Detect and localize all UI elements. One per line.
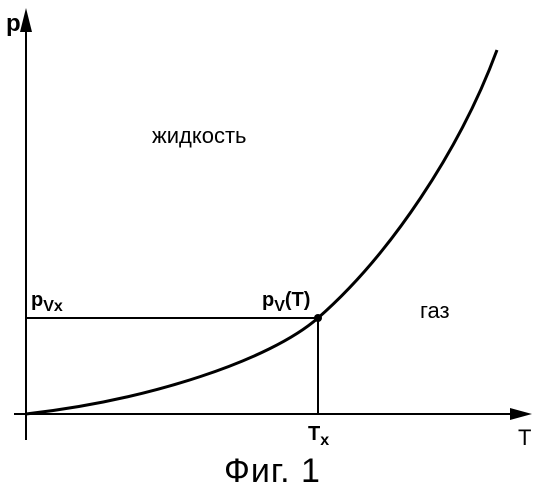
vapor-pressure-curve bbox=[26, 50, 497, 414]
x-axis-label: T bbox=[518, 425, 531, 450]
pressure-label: pVx bbox=[31, 289, 63, 315]
curve-label-sub: V bbox=[274, 298, 285, 315]
state-point-marker bbox=[314, 314, 322, 322]
curve-label-main: p bbox=[262, 289, 274, 311]
y-axis-arrowhead bbox=[20, 8, 32, 32]
temperature-label: Tx bbox=[308, 423, 329, 449]
x-axis-arrowhead bbox=[510, 408, 532, 420]
curve-label: pV(T) bbox=[262, 289, 310, 315]
region-label-gas: газ bbox=[420, 298, 450, 323]
pressure-label-main: p bbox=[31, 289, 43, 311]
curve-label-tail: (T) bbox=[285, 289, 311, 311]
y-axis-label: p bbox=[6, 10, 21, 37]
pressure-label-sub: Vx bbox=[43, 298, 63, 315]
figure-caption: Фиг. 1 bbox=[0, 452, 545, 491]
region-label-liquid: жидкость bbox=[152, 123, 247, 148]
temperature-label-sub: x bbox=[320, 432, 329, 449]
temperature-label-main: T bbox=[308, 423, 320, 445]
